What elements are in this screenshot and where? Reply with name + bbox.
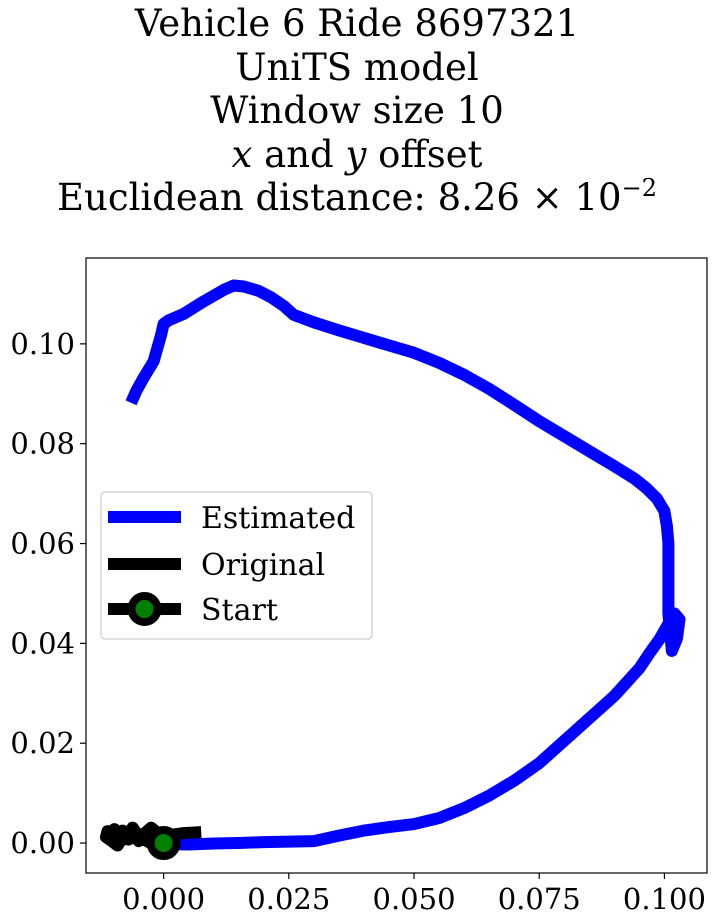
y-tick-label: 0.06	[10, 527, 75, 561]
y-tick-label: 0.02	[10, 726, 75, 760]
y-tick-label: 0.10	[10, 327, 75, 361]
y-tick-label: 0.00	[10, 826, 75, 860]
legend-item-estimated-label: Estimated	[201, 501, 355, 536]
x-tick-label: 0.100	[623, 882, 706, 916]
plot-frame	[85, 257, 708, 874]
legend-item-start-label: Start	[201, 593, 278, 628]
legend-box	[100, 491, 373, 640]
x-tick-label: 0.000	[122, 882, 205, 916]
x-tick-label: 0.050	[373, 882, 456, 916]
title-line-4: x and y offset	[0, 133, 714, 177]
legend: Estimated Original Start	[100, 491, 373, 640]
title-distance-exponent: −2	[621, 174, 657, 202]
chart-title: Vehicle 6 Ride 8697321 UniTS model Windo…	[0, 2, 714, 220]
title-line-2: UniTS model	[235, 45, 479, 89]
title-line-3: Window size 10	[210, 89, 504, 132]
legend-item-original-label: Original	[201, 548, 325, 583]
title-distance-text: Euclidean distance: 8.26 × 10	[57, 176, 622, 219]
x-tick-label: 0.025	[247, 882, 330, 916]
title-offset-word: offset	[366, 132, 483, 176]
title-line-5: Euclidean distance: 8.26 × 10−2	[0, 176, 714, 220]
estimated-line	[125, 279, 686, 851]
y-tick-label: 0.04	[10, 626, 75, 660]
y-tick-label: 0.08	[10, 427, 75, 461]
title-y-symbol: y	[345, 132, 367, 176]
title-and-word: and	[252, 132, 346, 176]
x-tick-label: 0.075	[498, 882, 581, 916]
title-line-1: Vehicle 6 Ride 8697321	[134, 2, 580, 45]
legend-item-start-marker	[127, 592, 162, 626]
title-x-symbol: x	[231, 132, 253, 176]
axes-layer: 0.000 0.025 0.050 0.075 0.100 0.00 0.02 0.04 0.0…	[10, 257, 708, 916]
series-layer	[100, 279, 686, 861]
start-marker	[146, 826, 181, 861]
original-line	[100, 821, 202, 852]
